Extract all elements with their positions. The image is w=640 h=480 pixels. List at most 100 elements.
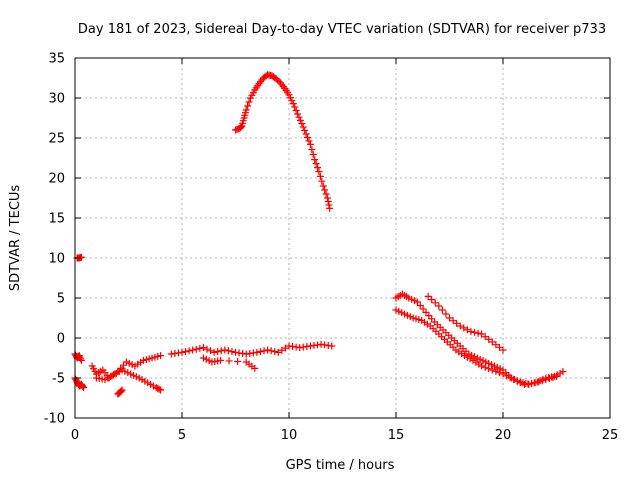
data-point — [311, 156, 319, 164]
data-point — [460, 324, 468, 332]
series-segment-early-mid — [71, 350, 85, 364]
data-point — [199, 344, 207, 352]
data-point — [470, 328, 478, 336]
series-segment-evening-a — [392, 290, 567, 388]
data-point — [542, 376, 550, 384]
data-point — [296, 116, 304, 124]
series-segment-morning-a — [88, 352, 165, 382]
y-tick-label: -10 — [44, 412, 65, 427]
data-point — [256, 348, 264, 356]
data-point — [245, 98, 253, 106]
data-point — [217, 347, 225, 355]
data-point — [225, 357, 233, 365]
data-point — [324, 194, 332, 202]
data-point — [196, 344, 204, 352]
x-tick-label: 25 — [602, 428, 619, 443]
data-point — [267, 347, 275, 355]
data-point — [234, 357, 242, 365]
data-point — [294, 110, 302, 118]
plot-frame — [74, 57, 611, 419]
data-point — [217, 356, 225, 364]
data-point — [481, 363, 489, 371]
data-point — [251, 364, 259, 372]
data-point — [77, 355, 85, 363]
data-point — [312, 160, 320, 168]
y-tick-label: 25 — [48, 132, 65, 147]
data-point — [210, 348, 218, 356]
data-point — [117, 388, 125, 396]
data-point — [302, 130, 310, 138]
data-point — [318, 177, 326, 185]
data-point — [304, 133, 312, 141]
data-point — [474, 329, 482, 337]
data-point — [301, 127, 309, 135]
data-point — [549, 373, 557, 381]
data-point — [299, 123, 307, 131]
data-point — [322, 190, 330, 198]
data-point — [499, 346, 507, 354]
data-point — [157, 352, 165, 360]
data-point — [517, 379, 525, 387]
data-point — [485, 335, 493, 343]
data-point — [328, 342, 336, 350]
data-point — [481, 333, 489, 341]
data-point — [442, 310, 450, 318]
x-tick-label: 5 — [178, 428, 186, 443]
data-point — [424, 292, 432, 300]
data-point — [324, 197, 332, 205]
data-point — [314, 164, 322, 172]
data-point — [428, 296, 436, 304]
data-point — [449, 317, 457, 325]
data-point — [281, 344, 289, 352]
data-point — [253, 348, 261, 356]
data-point — [79, 383, 87, 391]
data-point — [467, 328, 475, 336]
data-point — [531, 379, 539, 387]
data-point — [478, 330, 486, 338]
data-point — [286, 94, 294, 102]
data-point — [488, 366, 496, 374]
data-point — [435, 302, 443, 310]
series-segment-arc — [232, 71, 334, 212]
data-marks — [71, 71, 567, 398]
chart-title: Day 181 of 2023, Sidereal Day-to-day VTE… — [78, 22, 606, 37]
data-point — [316, 172, 324, 180]
series-segment-day-low — [199, 354, 259, 372]
data-point — [503, 372, 511, 380]
data-point — [492, 367, 500, 375]
data-point — [178, 348, 186, 356]
data-point — [326, 204, 334, 212]
data-point — [292, 107, 300, 115]
series-segment-early-low — [71, 374, 88, 392]
data-point — [289, 100, 297, 108]
y-tick-label: 5 — [57, 292, 65, 307]
data-point — [485, 365, 493, 373]
data-point — [495, 343, 503, 351]
y-tick-label: 20 — [48, 172, 65, 187]
data-point — [117, 387, 125, 395]
data-point — [538, 377, 546, 385]
data-point — [545, 375, 553, 383]
y-tick-label: -5 — [52, 372, 65, 387]
y-axis-label: SDTVAR / TECUs — [8, 185, 23, 292]
data-point — [559, 368, 567, 376]
data-point — [77, 253, 85, 261]
data-point — [478, 362, 486, 370]
data-point — [228, 348, 236, 356]
data-point — [189, 346, 197, 354]
grid — [75, 58, 610, 418]
data-point — [298, 120, 306, 128]
data-point — [315, 168, 323, 176]
data-point — [203, 345, 211, 353]
data-point — [492, 341, 500, 349]
data-point — [237, 123, 245, 131]
x-axis-label: GPS time / hours — [286, 458, 395, 473]
data-point — [192, 345, 200, 353]
x-tick-label: 15 — [388, 428, 405, 443]
x-tick-label: 20 — [495, 428, 512, 443]
y-tick-label: 0 — [57, 332, 65, 347]
data-point — [221, 346, 229, 354]
data-point — [291, 103, 299, 111]
data-point — [224, 347, 232, 355]
